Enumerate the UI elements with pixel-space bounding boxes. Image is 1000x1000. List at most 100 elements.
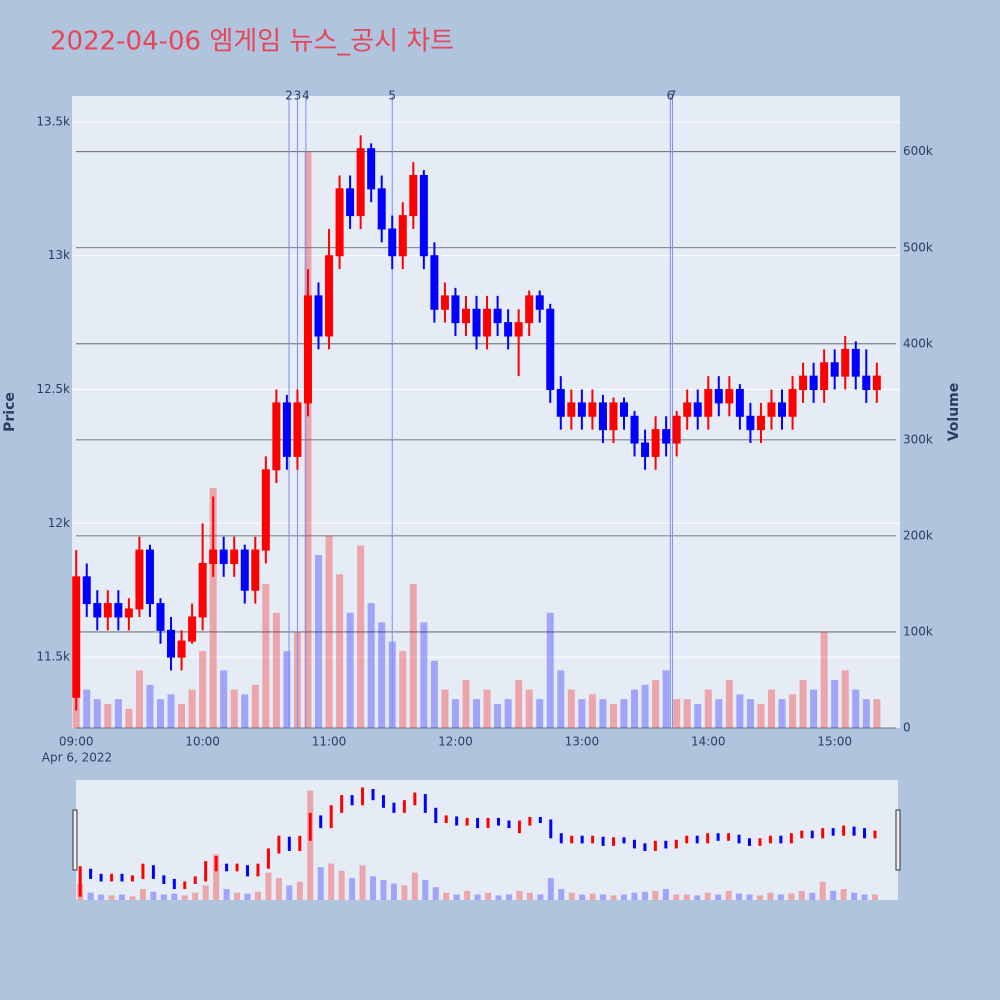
news-label: 3 — [294, 89, 302, 103]
slider-volume — [98, 894, 105, 900]
slider-volume — [788, 893, 795, 900]
slider-volume — [621, 894, 627, 900]
slider-volume — [307, 790, 314, 900]
candle-body — [261, 469, 270, 551]
slider-volume — [474, 894, 481, 900]
slider-volume — [736, 893, 743, 900]
candles — [72, 135, 881, 711]
candle-body — [461, 308, 470, 324]
slider-volume — [349, 878, 356, 900]
candle-body — [103, 603, 112, 618]
candle-body — [483, 308, 492, 337]
candle-body — [251, 549, 260, 591]
slider-volume — [453, 894, 460, 900]
volume-bar — [304, 151, 312, 729]
candle-body — [662, 429, 671, 444]
y-tick-label: 12k — [48, 516, 70, 530]
candle-body — [282, 402, 291, 457]
slider-volume — [777, 894, 784, 900]
news-label: 6 — [667, 89, 675, 103]
candle-body — [124, 608, 133, 618]
slider-volume — [213, 854, 220, 900]
volume-bar — [525, 689, 533, 728]
slider-volume — [641, 891, 648, 900]
slider-volume — [631, 892, 638, 900]
candle-body — [714, 389, 723, 404]
volume-bar — [104, 703, 112, 728]
slider-volume — [516, 890, 523, 900]
y2-tick-label: 200k — [903, 528, 933, 542]
candle-body — [683, 402, 692, 417]
x-tick-label: 14:00 — [691, 735, 726, 749]
volume-bars — [72, 151, 881, 729]
y2-axis-title: Volume — [946, 383, 962, 442]
y2-tick-label: 600k — [903, 144, 933, 158]
candle-body — [367, 148, 376, 190]
candle-body — [440, 295, 449, 310]
slider-volume — [119, 894, 126, 900]
volume-bar — [251, 684, 259, 728]
y2-tick-label: 400k — [903, 336, 933, 350]
volume-bar — [178, 703, 186, 728]
volume-bar — [315, 555, 323, 728]
range-slider[interactable] — [76, 780, 898, 900]
y2-tick-label: 100k — [903, 624, 933, 638]
x-tick-label: 10:00 — [185, 735, 220, 749]
volume-bar — [146, 684, 154, 728]
candle-body — [851, 348, 860, 377]
candle-body — [651, 429, 660, 457]
slider-volume — [265, 872, 272, 900]
y2-tick-label: 500k — [903, 240, 933, 254]
candle-body — [167, 629, 176, 658]
slider-volume — [87, 892, 94, 900]
volume-bar — [841, 670, 849, 728]
volume-bar — [125, 708, 133, 728]
candle-body — [672, 415, 681, 444]
slider-volume — [296, 881, 303, 900]
slider-volume — [756, 895, 763, 900]
x-tick-label: 09:00 — [59, 735, 94, 749]
candle-body — [346, 188, 355, 217]
candle-body — [577, 402, 586, 417]
slider-volume — [851, 892, 858, 900]
slider-volume — [673, 894, 680, 900]
candle-body — [293, 402, 302, 457]
y-tick-label: 13k — [48, 248, 70, 262]
candle-body — [303, 295, 312, 404]
slider-volume — [275, 878, 282, 900]
volume-bar — [135, 670, 143, 728]
slider-volume — [359, 865, 366, 900]
volume-bar — [831, 679, 839, 728]
volume-bar — [357, 545, 365, 728]
slider-volume — [411, 872, 418, 900]
range-slider-content — [77, 787, 878, 900]
slider-volume — [798, 890, 805, 900]
slider-volume — [589, 893, 596, 900]
candle-body — [725, 389, 734, 404]
volume-bar — [188, 689, 196, 728]
slider-volume — [160, 894, 167, 900]
volume-bar — [272, 612, 280, 728]
slider-volume — [244, 893, 251, 900]
volume-bar — [588, 694, 596, 728]
candle-body — [862, 375, 871, 391]
candle-body — [778, 402, 787, 417]
candle-body — [788, 389, 797, 417]
volume-bar — [609, 703, 617, 728]
candle-body — [756, 415, 765, 431]
candle-body — [704, 389, 713, 417]
volume-bar — [536, 699, 544, 728]
y-tick-label: 12.5k — [36, 382, 70, 396]
volume-bar — [683, 699, 691, 728]
range-handle-left[interactable] — [72, 809, 78, 871]
candle-body — [841, 348, 850, 377]
slider-volume — [150, 891, 157, 900]
slider-volume — [181, 895, 188, 900]
candle-body — [693, 402, 702, 417]
candle-body — [419, 174, 428, 257]
slider-volume — [390, 883, 397, 900]
slider-volume — [610, 895, 617, 900]
candle-body — [514, 322, 523, 337]
volume-bar — [631, 689, 639, 728]
range-handle-right[interactable] — [895, 809, 901, 871]
